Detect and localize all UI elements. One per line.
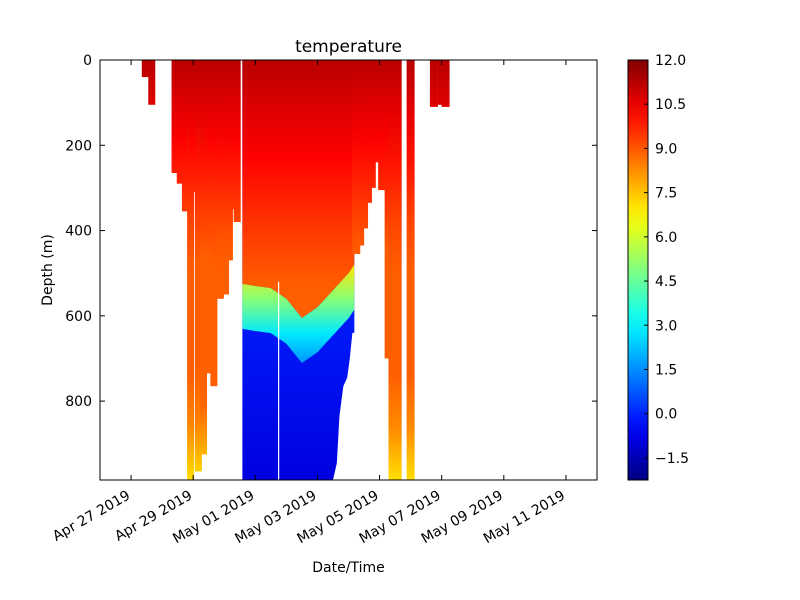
y-axis-label: Depth (m): [40, 234, 56, 306]
temperature-data-layer: [141, 60, 450, 480]
profile-strip: [148, 60, 156, 105]
profile-strip: [406, 60, 415, 480]
colorbar-tick-label: 0.0: [655, 407, 677, 423]
profile-strip: [171, 60, 179, 173]
y-axis: 0 200 400 600 800: [65, 53, 597, 410]
x-axis-label: Date/Time: [312, 560, 384, 576]
profile-strip: [194, 60, 202, 472]
y-tick-label: 400: [65, 224, 92, 240]
profile-strip: [189, 60, 197, 193]
profile-strip: [441, 60, 450, 107]
colorbar-tick-label: 10.5: [655, 97, 686, 113]
profile-strip: [222, 60, 230, 295]
colorbar-tick-label: 6.0: [655, 230, 677, 246]
y-tick-label: 0: [83, 53, 92, 69]
colorbar-gradient: [628, 60, 648, 480]
colorbar-tick-label: 3.0: [655, 318, 677, 334]
profile-strip: [225, 60, 233, 261]
profile-strip: [233, 60, 241, 223]
profile-strip: [210, 60, 218, 387]
plot-frame: [99, 59, 598, 481]
profile-strip: [187, 60, 195, 480]
colorbar-tick-label: 12.0: [655, 53, 686, 69]
colorbar: 12.0 10.5 9.0 7.5 6.0 4.5 3.0 1.5 0.0 −1.5: [627, 53, 689, 481]
warm-surface-layer: [242, 60, 355, 318]
colorbar-tick-label: −1.5: [655, 451, 689, 467]
y-tick-label: 200: [65, 138, 92, 154]
thermocline-band: [242, 264, 355, 363]
profile-strip: [229, 60, 237, 210]
colorbar-tick-label: 1.5: [655, 362, 677, 378]
colorbar-frame: [627, 59, 649, 481]
y-tick-label: 800: [65, 394, 92, 410]
colorbar-tick-label: 9.0: [655, 141, 677, 157]
profile-strip: [216, 60, 224, 299]
profile-strip: [393, 60, 402, 480]
profile-strip: [181, 60, 189, 212]
colorbar-tick-label: 4.5: [655, 274, 677, 290]
profile-strip: [200, 60, 208, 455]
profile-strip: [375, 60, 384, 137]
profile-strip: [141, 60, 149, 78]
profile-strip: [429, 60, 438, 107]
colorbar-tick-label: 7.5: [655, 186, 677, 202]
y-tick-label: 600: [65, 309, 92, 325]
chart-title: temperature: [295, 37, 402, 57]
profile-strip: [206, 60, 214, 374]
profile-strip: [388, 60, 397, 480]
profile-strip: [176, 60, 184, 184]
